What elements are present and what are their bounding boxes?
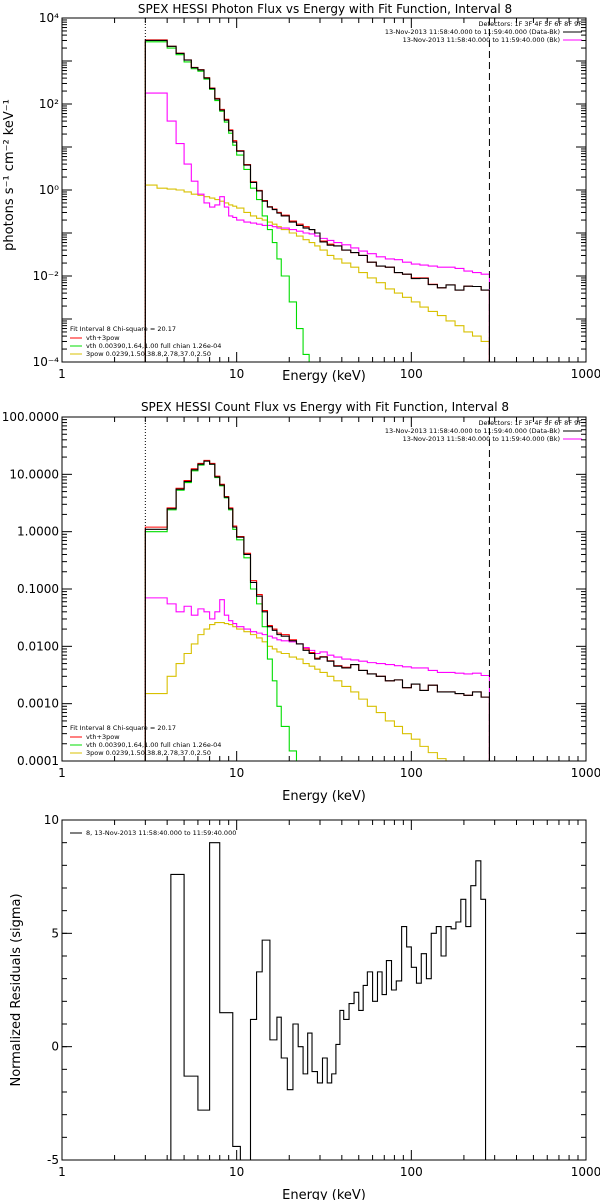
residuals-x-ticks: 1 10 100 1000 [58,820,600,1179]
count-flux-legend-topright: Detectors: 1F 3F 4F 5F 6F 8F 9F 13-Nov-2… [385,419,582,443]
photon-flux-legend-bk: 13-Nov-2013 11:58:40.000 to 11:59:40.000… [403,36,560,44]
y-tick-label: 0.0010 [17,697,59,711]
residuals-y-ticks: -5 0 5 10 [44,813,586,1167]
x-tick-label: 1000 [571,766,600,780]
y-tick-label: 10 [44,813,59,827]
y-tick-label: 10.0000 [9,467,59,481]
photon-flux-x-ticks: 1 10 100 1000 [58,18,600,381]
photon-flux-frame [61,17,587,363]
count-flux-legend-pow: 3pow 0.0239,1.50,38.8,2.78,37.0,2.50 [86,749,211,757]
photon-flux-xlabel: Energy (keV) [282,369,366,384]
photon-flux-series [144,39,490,362]
y-tick-label: 10⁻⁴ [33,355,60,369]
y-tick-label: 10⁰ [39,183,59,197]
photon-flux-legend-pow: 3pow 0.0239,1.50,38.8,2.78,37.0,2.50 [86,350,211,358]
photon-flux-legend-bottomleft: Fit Interval 8 Chi-square = 20.17 vth+3p… [70,325,221,358]
x-tick-label: 100 [400,766,423,780]
y-tick-label: 100.0000 [2,410,59,424]
photon-flux-ylabel: photons s⁻¹ cm⁻² keV⁻¹ [2,99,17,251]
x-tick-label: 1 [58,1165,66,1179]
y-tick-label: 0 [51,1040,59,1054]
photon-flux-y-ticks: 10⁻⁴ 10⁻² 10⁰ 10² 10⁴ [33,11,586,369]
count-flux-legend-header: Fit Interval 8 Chi-square = 20.17 [70,724,176,732]
series-data-bk [144,460,490,761]
x-tick-label: 100 [400,1165,423,1179]
residuals-ylabel: Normalized Residuals (sigma) [9,893,24,1086]
series-data-bk [144,39,490,362]
y-tick-label: 0.1000 [17,582,59,596]
photon-flux-legend-vth: vth 0.00390,1.64,1.00 full chian 1.26e-0… [86,342,221,350]
count-flux-title: SPEX HESSI Count Flux vs Energy with Fit… [141,400,509,414]
residuals-series [145,842,487,1160]
x-tick-label: 1 [58,766,66,780]
count-flux-legend-detectors: Detectors: 1F 3F 4F 5F 6F 8F 9F [479,419,583,427]
series-bk [144,597,490,761]
y-tick-label: -5 [47,1153,59,1167]
x-tick-label: 1000 [571,1165,600,1179]
x-tick-label: 1 [58,367,66,381]
count-flux-y-ticks: 0.0001 0.0010 0.0100 0.1000 1.0000 10.0000 100… [2,410,586,768]
y-tick-label: 10⁴ [39,11,59,25]
y-tick-label: 10⁻² [33,269,60,283]
residuals-legend-label: 8, 13-Nov-2013 11:58:40.000 to 11:59:40.… [86,829,236,837]
count-flux-frame [61,416,587,762]
photon-flux-panel: SPEX HESSI Photon Flux vs Energy with Fi… [2,2,600,384]
x-tick-label: 10 [229,766,244,780]
x-tick-label: 10 [229,367,244,381]
photon-flux-legend-topright: Detectors: 1F 3F 4F 5F 6F 8F 9F 13-Nov-2… [385,20,582,44]
x-tick-label: 100 [400,367,423,381]
count-flux-legend-data: 13-Nov-2013 11:58:40.000 to 11:59:40.000… [385,427,560,435]
count-flux-series [144,459,490,761]
count-flux-legend-bottomleft: Fit Interval 8 Chi-square = 20.17 vth+3p… [70,724,221,757]
residuals-panel: 1 10 100 1000 -5 0 5 10 Energy (keV) Normalize… [9,813,600,1200]
series-vth-3pow [144,459,490,761]
count-flux-panel: SPEX HESSI Count Flux vs Energy with Fit… [2,400,600,804]
x-tick-label: 1000 [571,367,600,381]
photon-flux-title: SPEX HESSI Photon Flux vs Energy with Fi… [138,2,512,16]
series-3pow [144,184,490,362]
y-tick-label: 0.0100 [17,639,59,653]
series-residuals [145,842,487,1160]
count-flux-x-ticks: 1 10 100 1000 [58,417,600,780]
count-flux-legend-total: vth+3pow [86,733,120,741]
residuals-xlabel: Energy (keV) [282,1188,366,1200]
x-tick-label: 10 [229,1165,244,1179]
photon-flux-legend-total: vth+3pow [86,334,120,342]
series-bk [144,92,490,362]
photon-flux-legend-data: 13-Nov-2013 11:58:40.000 to 11:59:40.000… [385,28,560,36]
series-3pow [144,621,447,761]
y-tick-label: 10² [39,97,59,111]
photon-flux-vlines [144,18,490,362]
count-flux-xlabel: Energy (keV) [282,789,366,804]
photon-flux-legend-detectors: Detectors: 1F 3F 4F 5F 6F 8F 9F [479,20,583,28]
count-flux-legend-bk: 13-Nov-2013 11:58:40.000 to 11:59:40.000… [403,435,560,443]
y-tick-label: 0.0001 [17,754,59,768]
y-tick-label: 1.0000 [17,525,59,539]
residuals-legend: 8, 13-Nov-2013 11:58:40.000 to 11:59:40.… [70,829,236,837]
count-flux-vlines [144,417,490,761]
photon-flux-legend-header: Fit Interval 8 Chi-square = 20.17 [70,325,176,333]
count-flux-legend-vth: vth 0.00390,1.64,1.00 full chian 1.26e-0… [86,741,221,749]
residuals-frame [61,819,587,1161]
y-tick-label: 5 [51,926,59,940]
